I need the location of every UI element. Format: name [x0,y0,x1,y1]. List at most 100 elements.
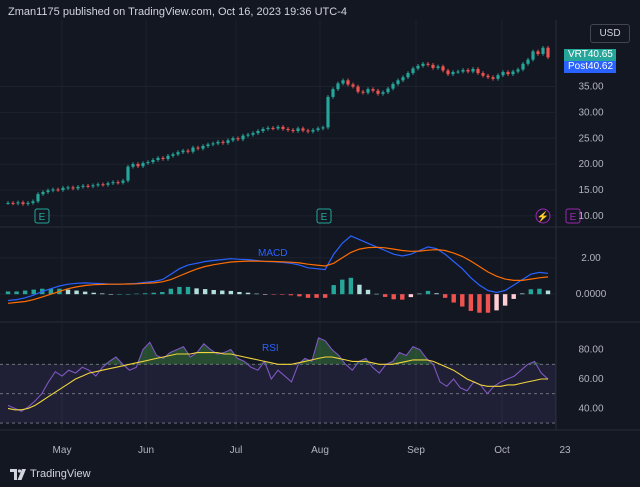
candle-body[interactable] [26,202,30,204]
candle-body[interactable] [71,187,75,189]
candle-body[interactable] [126,166,130,181]
earnings-marker-icon[interactable] [565,208,581,224]
candle-body[interactable] [391,83,395,89]
candle-body[interactable] [506,72,510,75]
candle-body[interactable] [321,127,325,129]
candle-body[interactable] [356,86,360,92]
candle-body[interactable] [211,143,215,145]
candle-body[interactable] [41,192,45,195]
candle-body[interactable] [436,66,440,68]
candle-body[interactable] [361,91,365,93]
candle-body[interactable] [6,202,10,204]
candle-body[interactable] [396,80,400,84]
candle-body[interactable] [86,185,90,187]
candle-body[interactable] [526,59,530,64]
macd-pane[interactable] [5,235,551,313]
candle-body[interactable] [541,47,545,54]
candle-body[interactable] [431,64,435,68]
candle-body[interactable] [416,65,420,69]
candle-body[interactable] [516,69,520,72]
candle-body[interactable] [546,47,550,58]
candle-body[interactable] [191,147,195,152]
candle-body[interactable] [326,96,330,128]
candle-body[interactable] [151,159,155,163]
candle-body[interactable] [296,128,300,132]
candle-body[interactable] [341,80,345,84]
candle-body[interactable] [451,72,455,75]
candle-body[interactable] [21,202,25,204]
candle-body[interactable] [536,51,540,54]
candle-body[interactable] [521,63,525,70]
candle-body[interactable] [236,138,240,140]
candle-body[interactable] [156,157,160,160]
candle-body[interactable] [291,129,295,132]
footer[interactable]: TradingView [10,468,91,480]
candle-body[interactable] [421,63,425,66]
candle-body[interactable] [181,150,185,153]
candle-body[interactable] [286,128,290,130]
candle-body[interactable] [171,154,175,156]
candle-body[interactable] [216,141,220,144]
currency-button[interactable]: USD [590,24,630,43]
candle-body[interactable] [426,63,430,65]
candle-body[interactable] [206,144,210,147]
candle-body[interactable] [476,68,480,74]
candle-body[interactable] [496,75,500,79]
candle-body[interactable] [146,162,150,164]
candle-body[interactable] [46,190,50,193]
candle-body[interactable] [246,134,250,136]
candle-body[interactable] [266,127,270,129]
candle-body[interactable] [76,186,80,189]
earnings-marker-icon[interactable] [316,208,332,224]
candle-body[interactable] [306,130,310,132]
candle-body[interactable] [531,51,535,60]
candle-body[interactable] [31,201,35,203]
candle-body[interactable] [106,183,110,185]
candle-body[interactable] [281,126,285,129]
candle-body[interactable] [111,182,115,184]
candle-body[interactable] [366,89,370,93]
candle-body[interactable] [131,164,135,167]
candle-body[interactable] [501,72,505,76]
candle-body[interactable] [316,128,320,130]
candle-body[interactable] [336,83,340,90]
dividend-marker-icon[interactable] [535,208,551,224]
candle-body[interactable] [491,77,495,79]
candle-body[interactable] [261,128,265,132]
candle-body[interactable] [161,157,165,159]
price-pane[interactable]: E E ⚡ E [6,45,581,224]
candle-body[interactable] [226,140,230,143]
candle-body[interactable] [301,128,305,131]
candle-body[interactable] [381,92,385,94]
earnings-marker-icon[interactable] [34,208,50,224]
candle-body[interactable] [196,147,200,149]
candle-body[interactable] [121,180,125,183]
candle-body[interactable] [186,150,190,152]
candle-body[interactable] [251,133,255,135]
candle-body[interactable] [221,141,225,143]
candle-body[interactable] [311,129,315,132]
candle-body[interactable] [351,84,355,87]
candle-body[interactable] [11,202,15,204]
rsi-pane[interactable] [0,337,556,424]
candle-body[interactable] [371,89,375,91]
candle-body[interactable] [101,184,105,186]
candle-body[interactable] [386,88,390,93]
candle-body[interactable] [16,202,20,204]
candle-body[interactable] [51,189,55,191]
candle-body[interactable] [511,71,515,75]
candle-body[interactable] [96,184,100,186]
candle-body[interactable] [141,163,145,167]
candle-body[interactable] [116,182,120,184]
candle-body[interactable] [346,80,350,85]
candle-body[interactable] [486,75,490,78]
candle-body[interactable] [56,189,60,191]
candle-body[interactable] [446,70,450,75]
candle-body[interactable] [81,185,85,187]
candle-body[interactable] [91,185,95,187]
candle-body[interactable] [271,127,275,129]
candle-body[interactable] [166,155,170,159]
candle-body[interactable] [481,73,485,76]
candle-body[interactable] [256,131,260,134]
